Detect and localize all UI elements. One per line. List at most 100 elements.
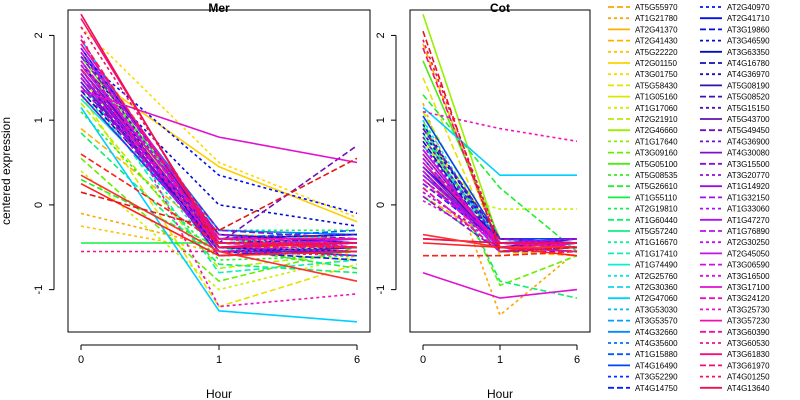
legend-label: AT5G57240 xyxy=(635,227,678,236)
legend-item: AT3G17100 xyxy=(700,283,770,292)
legend-item: AT3G06590 xyxy=(700,261,770,270)
legend-label: AT5G22220 xyxy=(635,48,678,57)
legend-item: AT4G32660 xyxy=(608,328,678,337)
legend-item: AT3G61830 xyxy=(700,350,770,359)
legend-label: AT4G01250 xyxy=(727,373,770,382)
legend-item: AT3G16500 xyxy=(700,272,770,281)
legend-item: AT3G19860 xyxy=(700,25,770,34)
series-line xyxy=(80,35,358,308)
legend-label: AT5G55970 xyxy=(635,3,678,12)
series-line xyxy=(80,51,358,249)
x-axis-title: Hour xyxy=(487,387,513,400)
series-line xyxy=(422,187,578,253)
legend-label: AT4G16780 xyxy=(727,59,770,68)
legend-item: AT3G53570 xyxy=(608,317,678,326)
panel-mer: Mer 0 1 6 Hour -1 0 1 2 centered expression xyxy=(0,1,371,400)
legend-label: AT1G17640 xyxy=(635,137,678,146)
series-line xyxy=(80,51,358,249)
legend-item: AT3G20770 xyxy=(700,171,770,180)
series-line xyxy=(422,94,578,253)
legend-label: AT3G17100 xyxy=(727,283,770,292)
series-line xyxy=(422,238,577,244)
legend-label: AT3G60390 xyxy=(727,328,770,337)
legend-label: AT2G45050 xyxy=(727,249,770,258)
legend-item: AT1G47270 xyxy=(700,216,770,225)
legend-item: AT4G30080 xyxy=(700,149,770,158)
legend-label: AT5G49450 xyxy=(727,126,770,135)
legend-label: AT4G30080 xyxy=(727,149,770,158)
legend-label: AT3G61830 xyxy=(727,350,770,359)
legend-label: AT3G53570 xyxy=(635,317,678,326)
legend-item: AT1G17060 xyxy=(608,104,678,113)
x-tick-label: 1 xyxy=(216,354,222,366)
legend-item: AT3G63350 xyxy=(700,48,770,57)
legend-label: AT2G30250 xyxy=(727,238,770,247)
legend-item: AT2G25760 xyxy=(608,272,678,281)
series-line xyxy=(80,47,358,249)
series-line xyxy=(422,140,578,244)
series-line xyxy=(422,119,578,287)
y-tick-label: 2 xyxy=(375,32,387,38)
legend-label: AT4G14750 xyxy=(635,384,678,393)
y-tick-label: -1 xyxy=(33,285,45,295)
legend-item: AT5G08190 xyxy=(700,81,770,90)
legend-item: AT5G55970 xyxy=(608,3,678,12)
legend-item: AT2G19810 xyxy=(608,205,678,214)
legend-label: AT1G17410 xyxy=(635,249,678,258)
legend-item: AT5G57240 xyxy=(608,227,678,236)
legend-item: AT3G52290 xyxy=(608,373,678,382)
series-line xyxy=(80,47,358,240)
legend-label: AT1G32150 xyxy=(727,193,770,202)
legend-label: AT4G36900 xyxy=(727,137,770,146)
x-tick-label: 6 xyxy=(354,354,360,366)
series-line xyxy=(80,182,358,257)
legend-label: AT1G76890 xyxy=(727,227,770,236)
y-axis-title: centered expression xyxy=(0,117,13,225)
legend-label: AT1G55110 xyxy=(635,193,678,202)
legend-item: AT3G24120 xyxy=(700,294,770,303)
legend-label: AT3G09160 xyxy=(635,149,678,158)
legend-item: AT5G08535 xyxy=(608,171,678,180)
legend-item: AT5G05100 xyxy=(608,160,678,169)
legend-item: AT4G35600 xyxy=(608,339,678,348)
legend-item: AT3G46590 xyxy=(700,37,770,46)
legend-label: AT3G53030 xyxy=(635,305,678,314)
series-line xyxy=(80,39,358,249)
series-line xyxy=(422,242,578,257)
legend-label: AT4G13640 xyxy=(727,384,770,393)
legend-item: AT1G76890 xyxy=(700,227,770,236)
legend-label: AT2G41430 xyxy=(635,37,678,46)
legend-item: AT1G17410 xyxy=(608,249,678,258)
series-line xyxy=(422,106,577,176)
series-line xyxy=(80,64,358,227)
legend-label: AT4G36970 xyxy=(727,70,770,79)
legend-label: AT2G40970 xyxy=(727,3,770,12)
legend-item: AT3G53030 xyxy=(608,305,678,314)
legend-item: AT1G60440 xyxy=(608,216,678,225)
legend-item: AT2G21910 xyxy=(608,115,678,124)
legend-label: AT2G41710 xyxy=(727,14,770,23)
legend-item: AT3G15500 xyxy=(700,160,770,169)
legend-label: AT3G61970 xyxy=(727,361,770,370)
legend-label: AT3G24120 xyxy=(727,294,770,303)
series-line xyxy=(80,94,358,308)
legend-item: AT2G41370 xyxy=(608,25,678,34)
legend-item: AT3G01750 xyxy=(608,70,678,79)
legend-item: AT2G40970 xyxy=(700,3,770,12)
series-line xyxy=(80,81,358,274)
legend-label: AT2G01150 xyxy=(635,59,678,68)
legend-item: AT5G43700 xyxy=(700,115,770,124)
series-line xyxy=(422,43,578,257)
legend-item: AT2G41710 xyxy=(700,14,770,23)
legend-item: AT4G36970 xyxy=(700,70,770,79)
legend-label: AT3G06590 xyxy=(727,261,770,270)
legend-item: AT1G15880 xyxy=(608,350,678,359)
x-tick-label: 6 xyxy=(574,354,580,366)
legend-label: AT5G08520 xyxy=(727,93,770,102)
legend-item: AT1G33060 xyxy=(700,205,770,214)
legend-item: AT3G25730 xyxy=(700,305,770,314)
legend-label: AT5G58430 xyxy=(635,81,678,90)
series-line xyxy=(422,271,578,299)
legend-item: AT3G57230 xyxy=(700,317,770,326)
legend-item: AT3G61970 xyxy=(700,361,770,370)
